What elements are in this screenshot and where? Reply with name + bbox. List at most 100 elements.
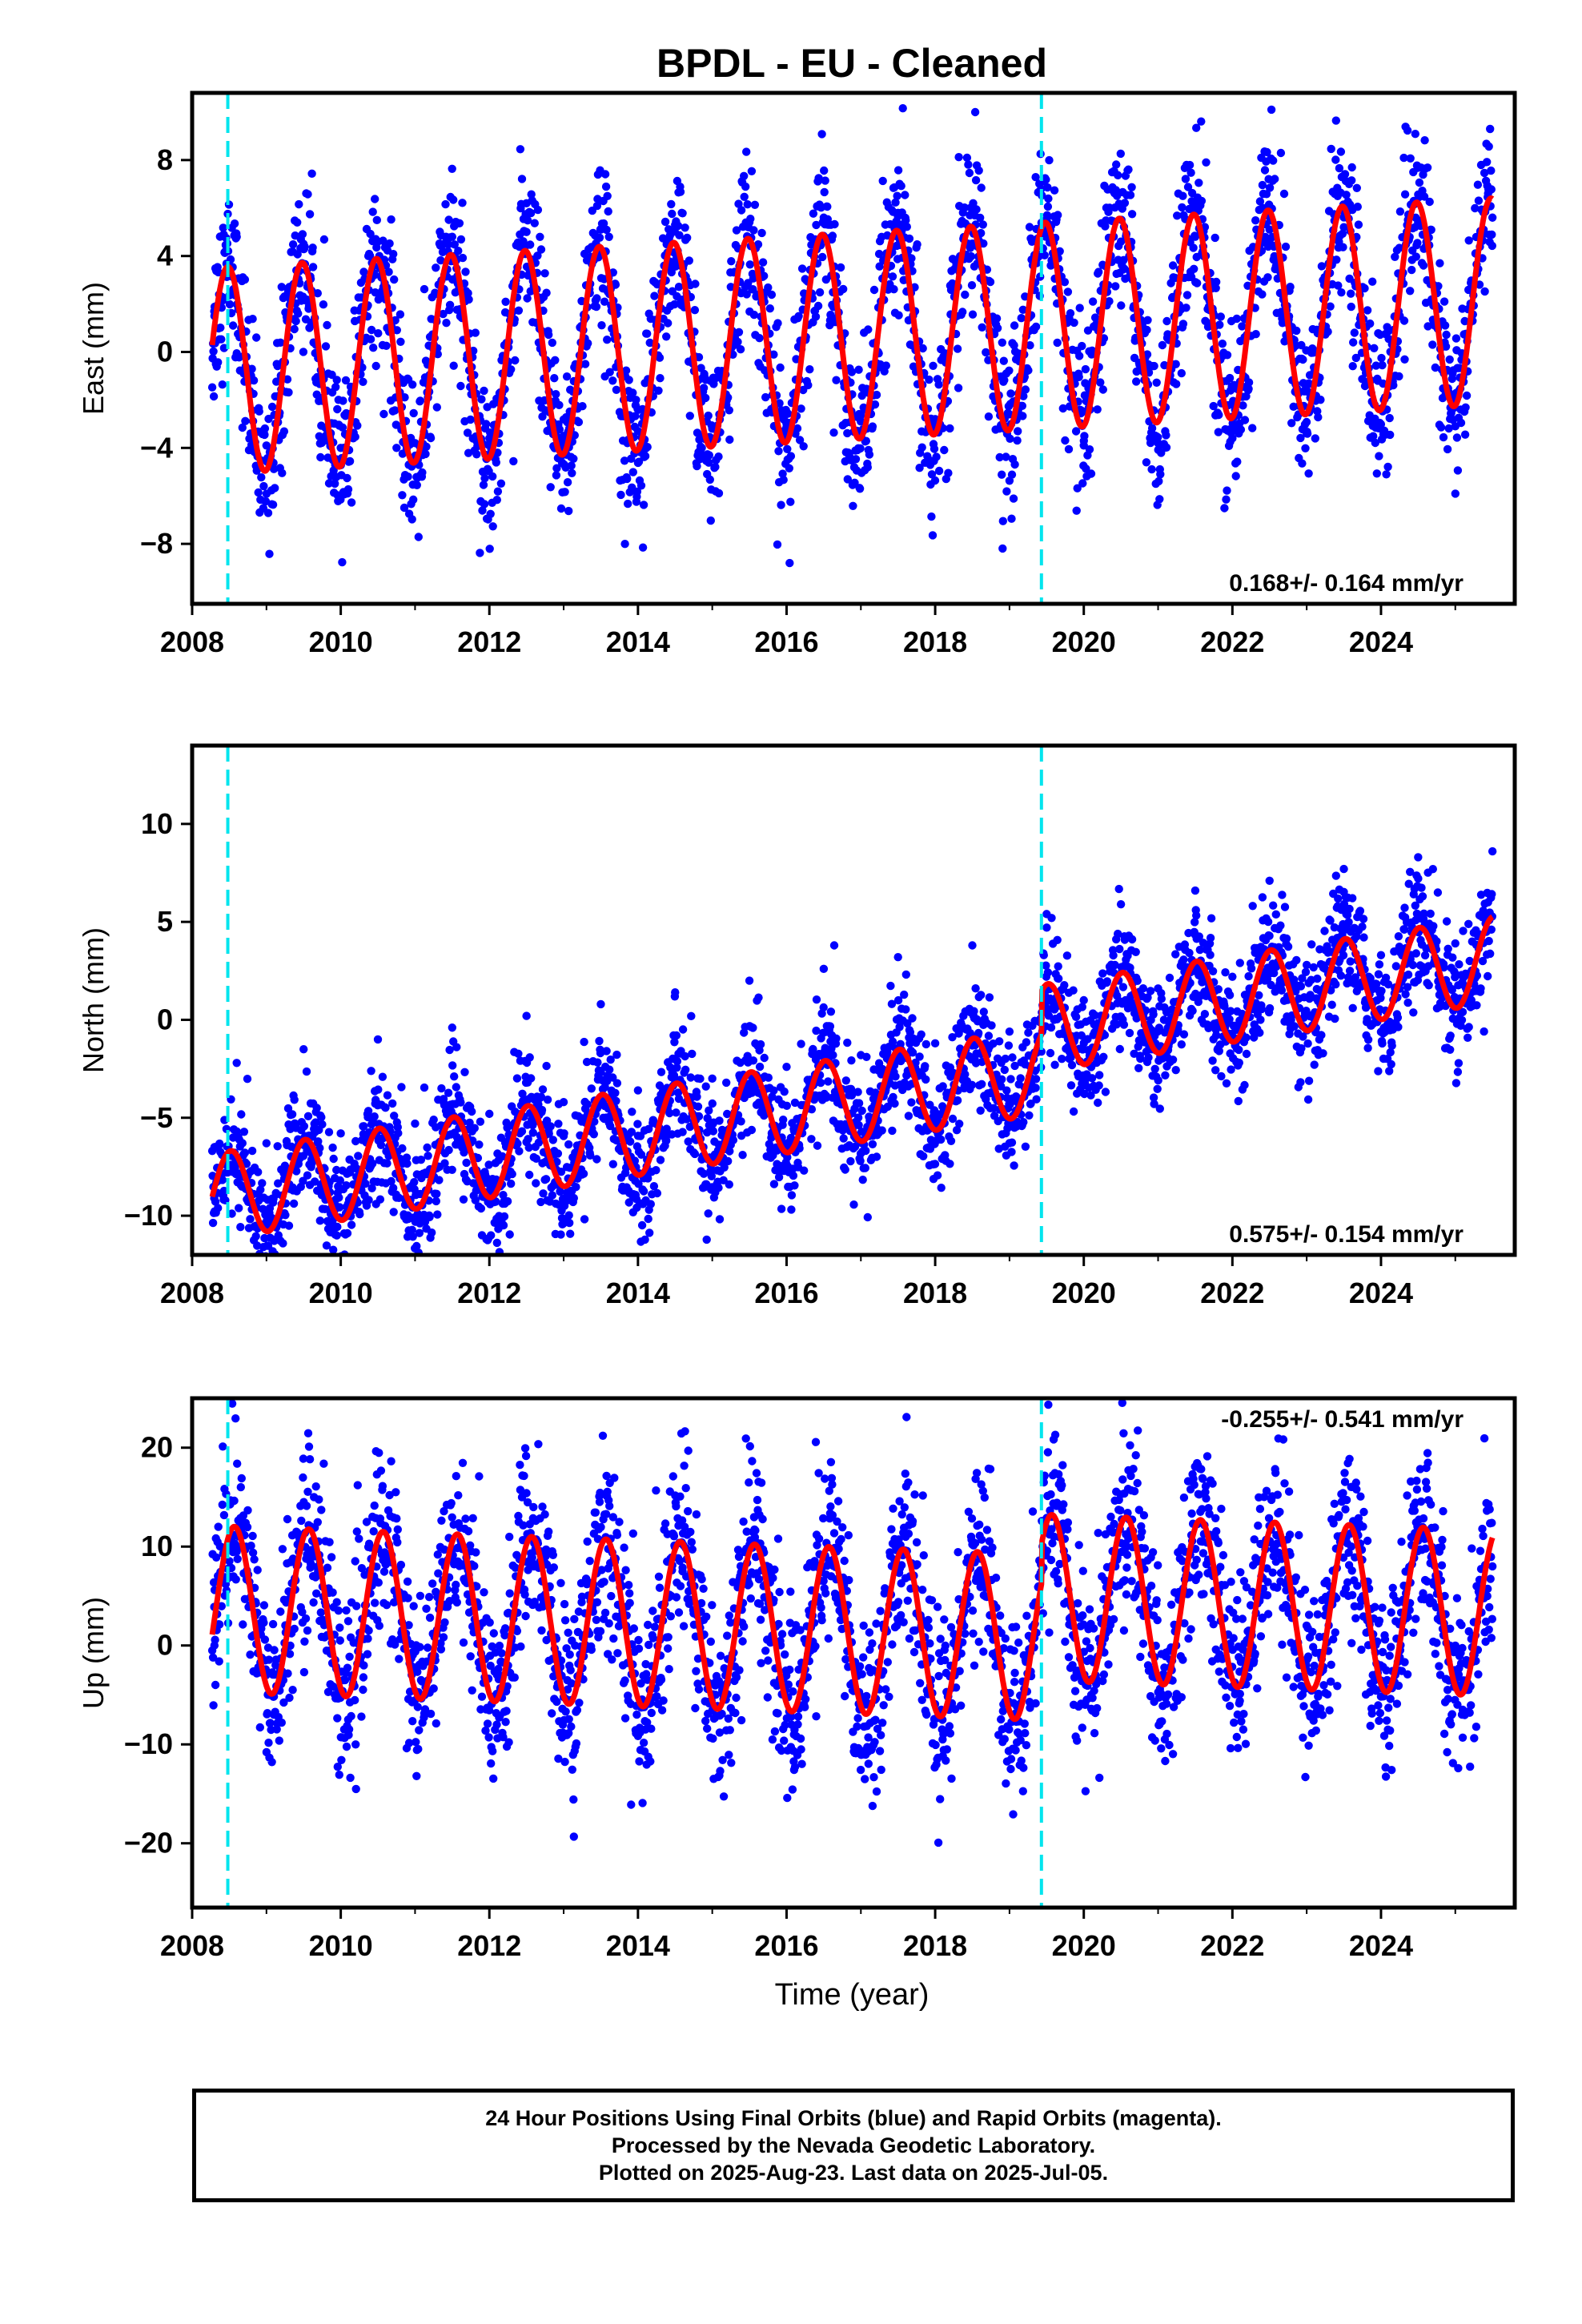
east-data-point bbox=[893, 209, 901, 217]
x-axis-label: Time (year) bbox=[775, 1978, 930, 2012]
east-x-tick-label: 2008 bbox=[160, 625, 224, 658]
north-data-point bbox=[1303, 961, 1311, 969]
north-data-point bbox=[1117, 900, 1125, 908]
up-data-point bbox=[381, 1558, 389, 1566]
north-data-point bbox=[263, 1139, 271, 1147]
east-data-point bbox=[1377, 424, 1385, 432]
footer-note-box: 24 Hour Positions Using Final Orbits (bl… bbox=[192, 2089, 1515, 2202]
up-data-point bbox=[1013, 1739, 1021, 1747]
east-scatter-points bbox=[208, 79, 1496, 567]
north-data-point bbox=[336, 1129, 344, 1137]
east-data-point bbox=[1117, 238, 1125, 246]
north-data-point bbox=[857, 1051, 865, 1059]
east-data-point bbox=[522, 228, 530, 236]
east-y-tick-label: 8 bbox=[157, 143, 173, 176]
north-data-point bbox=[968, 941, 976, 949]
up-data-point bbox=[1162, 1694, 1170, 1702]
footer-line-2: Processed by the Nevada Geodetic Laborat… bbox=[196, 2132, 1511, 2159]
north-x-tick-label: 2016 bbox=[754, 1277, 818, 1309]
east-y-tick-label: −8 bbox=[140, 527, 173, 560]
north-data-point bbox=[560, 1098, 568, 1106]
east-data-point bbox=[1080, 441, 1088, 449]
north-data-point bbox=[1042, 910, 1050, 918]
east-scatter-cloud bbox=[208, 79, 1496, 567]
up-x-tick-label: 2014 bbox=[606, 1929, 670, 1962]
up-data-point bbox=[1488, 1562, 1496, 1570]
up-x-tick-label: 2018 bbox=[903, 1929, 967, 1962]
up-y-axis-label: Up (mm) bbox=[77, 1597, 110, 1709]
north-y-axis-label: North (mm) bbox=[77, 927, 110, 1073]
east-data-point bbox=[1452, 422, 1460, 430]
north-y-tick-label: 0 bbox=[157, 1003, 173, 1035]
up-data-point bbox=[1347, 1542, 1355, 1550]
east-data-point bbox=[374, 238, 382, 246]
up-data-point bbox=[307, 1552, 315, 1560]
footer-line-3: Plotted on 2025-Aug-23. Last data on 202… bbox=[196, 2159, 1511, 2186]
east-data-point bbox=[1154, 439, 1162, 447]
north-data-point bbox=[893, 953, 901, 961]
north-data-point bbox=[1191, 887, 1199, 895]
east-x-tick-label: 2018 bbox=[903, 625, 967, 658]
north-x-tick-label: 2012 bbox=[457, 1277, 521, 1309]
north-data-point bbox=[448, 1023, 456, 1031]
north-data-point bbox=[931, 1039, 939, 1047]
up-data-point bbox=[419, 1719, 427, 1727]
up-x-tick-label: 2022 bbox=[1200, 1929, 1264, 1962]
east-y-tick-label: 4 bbox=[157, 239, 173, 272]
north-data-point bbox=[485, 1110, 493, 1118]
up-data-point bbox=[1087, 1691, 1095, 1699]
east-data-point bbox=[1228, 434, 1236, 442]
up-data-point bbox=[864, 1733, 872, 1741]
up-data-point bbox=[567, 1723, 575, 1731]
east-data-point bbox=[448, 233, 456, 241]
east-data-point bbox=[299, 240, 307, 248]
up-data-point bbox=[211, 1642, 219, 1650]
north-y-tick-label: 10 bbox=[141, 807, 173, 840]
up-x-tick-label: 2016 bbox=[754, 1929, 818, 1962]
north-x-tick-label: 2008 bbox=[160, 1277, 224, 1309]
north-y-tick-label: −5 bbox=[140, 1101, 173, 1134]
up-plot-area bbox=[208, 1369, 1496, 1908]
east-data-point bbox=[671, 221, 679, 229]
up-data-point bbox=[344, 1715, 352, 1723]
north-data-point bbox=[411, 1120, 419, 1128]
north-data-point bbox=[671, 988, 679, 996]
north-fit-line bbox=[212, 917, 1492, 1232]
up-x-tick-label: 2020 bbox=[1052, 1929, 1116, 1962]
east-y-tick-label: 0 bbox=[157, 335, 173, 368]
up-data-point bbox=[901, 1574, 909, 1582]
east-x-tick-label: 2012 bbox=[457, 625, 521, 658]
east-x-tick-label: 2016 bbox=[754, 625, 818, 658]
up-x-tick-label: 2012 bbox=[457, 1929, 521, 1962]
east-x-tick-label: 2010 bbox=[309, 625, 373, 658]
up-data-point bbox=[1310, 1701, 1318, 1709]
east-data-point bbox=[596, 226, 604, 234]
north-data-point bbox=[820, 965, 828, 973]
north-x-tick-label: 2010 bbox=[309, 1277, 373, 1309]
up-rate-label: -0.255+/- 0.541 mm/yr bbox=[1221, 1406, 1464, 1433]
east-x-tick-label: 2022 bbox=[1200, 625, 1264, 658]
up-data-point bbox=[232, 1547, 240, 1555]
up-data-point bbox=[270, 1711, 278, 1719]
north-x-tick-label: 2020 bbox=[1052, 1277, 1116, 1309]
east-data-point bbox=[1303, 429, 1311, 437]
up-data-point bbox=[1235, 1697, 1243, 1705]
north-rate-label: 0.575+/- 0.154 mm/yr bbox=[1229, 1221, 1464, 1248]
up-data-point bbox=[827, 1572, 835, 1580]
up-data-point bbox=[530, 1562, 538, 1570]
east-y-axis-label: East (mm) bbox=[77, 282, 110, 415]
north-data-point bbox=[232, 1059, 240, 1067]
up-data-point bbox=[678, 1567, 686, 1575]
east-x-tick-label: 2020 bbox=[1052, 625, 1116, 658]
north-y-tick-label: −10 bbox=[124, 1199, 173, 1232]
east-panel: 2008 2010 2012 2014 2016 2018 2020 2022 2024−8−4… bbox=[77, 79, 1515, 658]
north-panel: 2008 2010 2012 2014 2016 2018 2020 2022 2024−10−… bbox=[77, 746, 1515, 1315]
up-data-point bbox=[456, 1559, 464, 1567]
north-x-tick-label: 2014 bbox=[606, 1277, 670, 1309]
north-data-point bbox=[299, 1045, 307, 1053]
north-data-point bbox=[522, 1011, 530, 1019]
up-data-point bbox=[790, 1731, 798, 1739]
north-data-point bbox=[1377, 951, 1385, 959]
up-data-point bbox=[1459, 1706, 1467, 1714]
north-data-point bbox=[1339, 865, 1347, 873]
